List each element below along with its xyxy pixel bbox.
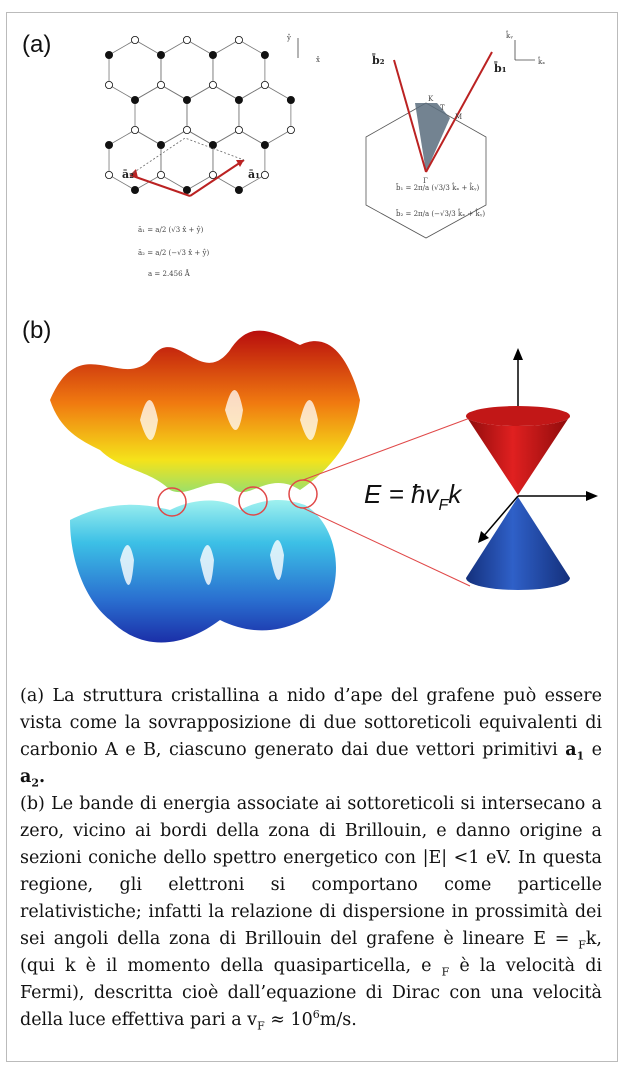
atom: [183, 36, 190, 43]
bond: [239, 130, 265, 145]
vector: a: [565, 740, 576, 760]
bond: [213, 85, 239, 100]
atom: [209, 171, 216, 178]
bond: [187, 130, 213, 145]
upper-cone: [466, 416, 570, 495]
vector: a: [20, 767, 31, 787]
point-label: M: [455, 113, 462, 121]
arrow-head: [586, 491, 598, 501]
atom: [105, 141, 112, 148]
formula: b̄₂ = 2π/a (−√3/3 k̂ₓ + k̂ᵧ): [396, 207, 485, 218]
point-label: K: [428, 95, 434, 103]
atom: [183, 186, 190, 193]
formula: ā₂ = a/2 (−√3 x̂ + ŷ): [138, 248, 209, 257]
subscript: F: [257, 1020, 265, 1033]
superscript: 6: [313, 1008, 320, 1021]
cone-top: [466, 406, 570, 426]
atom: [105, 81, 112, 88]
unit-cell: [130, 138, 244, 175]
atom: [105, 171, 112, 178]
atom: [157, 141, 164, 148]
axis-label: k̂ᵧ: [506, 29, 513, 40]
formula: a = 2.456 Å: [148, 269, 191, 278]
energy-bands: [50, 331, 360, 643]
formula: ā₁ = a/2 (√3 x̂ + ŷ): [138, 225, 204, 234]
atom: [157, 171, 164, 178]
text: (a) La struttura cristallina a nido d’ap…: [20, 686, 602, 760]
atom: [235, 96, 242, 103]
text: ≈ 10: [265, 1010, 313, 1030]
page-body: (a) ā₂ ā₁ ŷ x̂ ā₁ = a/2 (√3 x̂ + ŷ) ā₂ =…: [0, 0, 627, 1072]
bond: [135, 130, 161, 145]
bond: [213, 130, 239, 145]
axis-label: x̂: [316, 55, 320, 64]
atom: [209, 81, 216, 88]
axis-label: ŷ: [286, 34, 291, 42]
text: .: [39, 767, 45, 787]
atom: [287, 126, 294, 133]
page: Grafene {"panel_a": {"label": "(a)", "la…: [0, 0, 627, 1072]
atom: [183, 126, 190, 133]
atom: [131, 126, 138, 133]
bond: [161, 85, 187, 100]
subscript: 2: [31, 777, 39, 790]
bond: [265, 85, 291, 100]
axis-label: k̂ₓ: [538, 55, 545, 66]
atom: [235, 36, 242, 43]
point-label: T: [440, 104, 445, 112]
figure: (a) ā₂ ā₁ ŷ x̂ ā₁ = a/2 (√3 x̂ + ŷ) ā₂ =…: [0, 0, 627, 670]
atom: [261, 141, 268, 148]
bond: [187, 40, 213, 55]
bond: [213, 40, 239, 55]
formula: b̄₁ = 2π/a (√3/3 k̂ₓ + k̂ᵧ): [396, 181, 480, 192]
bond: [187, 85, 213, 100]
panel-label: (a): [22, 31, 51, 58]
text: m/s.: [320, 1010, 357, 1030]
bond: [265, 130, 291, 145]
text: e: [584, 740, 602, 760]
bond: [239, 40, 265, 55]
bond: [109, 40, 135, 55]
arrow-head: [513, 348, 523, 360]
atom: [235, 126, 242, 133]
atom: [287, 96, 294, 103]
equation-part: k: [448, 479, 463, 509]
vector-label: b̄₂: [371, 53, 384, 67]
atom: [261, 51, 268, 58]
caption-a: (a) La struttura cristallina a nido d’ap…: [20, 683, 602, 791]
vector-label: ā₂: [122, 168, 134, 181]
bond: [161, 40, 187, 55]
equation: E = ħvFk: [364, 479, 463, 514]
subscript: F: [578, 939, 586, 952]
vector-label: ā₁: [248, 168, 260, 181]
vector-label: b̄₁: [493, 61, 506, 75]
bond: [135, 40, 161, 55]
lower-cone: [466, 497, 570, 590]
equation-part: E = ħv: [364, 479, 440, 509]
caption-b: (b) Le bande di energia associate ai sot…: [20, 791, 602, 1034]
atom: [131, 36, 138, 43]
atom: [157, 81, 164, 88]
bond: [109, 85, 135, 100]
atom: [131, 186, 138, 193]
atom: [105, 51, 112, 58]
bond: [135, 85, 161, 100]
panel-label: (b): [22, 317, 51, 344]
atom: [157, 51, 164, 58]
atom: [261, 171, 268, 178]
atom: [183, 96, 190, 103]
atom: [209, 51, 216, 58]
bond: [161, 130, 187, 145]
atom: [131, 96, 138, 103]
bond: [239, 85, 265, 100]
text: (b) Le bande di energia associate ai sot…: [20, 794, 602, 949]
caption: (a) La struttura cristallina a nido d’ap…: [20, 683, 602, 1034]
atom: [261, 81, 268, 88]
atom: [235, 186, 242, 193]
bond: [109, 130, 135, 145]
